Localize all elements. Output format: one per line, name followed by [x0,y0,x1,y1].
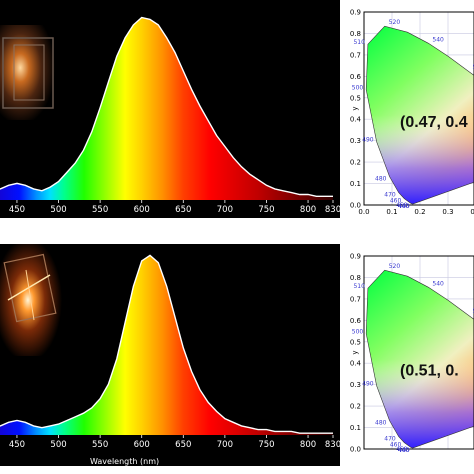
cie-diagram-bottom: 0.0 0.1 0.2 0.3 0.4 0.5 0.6 0.7 0.8 0.9 y 520 540 560… [350,244,474,474]
cie-y-tick-0.3: 0.3 [350,381,361,389]
x-tick-label-600: 600 [134,205,150,215]
x-axis-b: 450 500 550 600 650 700 750 800 830 [9,435,341,450]
cie-coordinate-label-0: (0.47, 0.4 [400,114,468,131]
spectrum-area-1 [0,255,333,435]
x-tick-label-500: 500 [50,440,66,450]
cie-x-tick-0.1: 0.1 [386,208,397,216]
cie-y-tick-0.9: 0.9 [350,9,361,17]
cie-y-tick-0.0: 0.0 [350,446,361,454]
x-tick-label-700: 700 [217,440,233,450]
device-photo-b-frame [3,253,57,323]
cie-wavelength-490: 490 [362,381,374,388]
spectrum-plot-a [0,16,333,200]
cie-y-tick-0.4: 0.4 [350,360,362,368]
x-tick-label-800: 800 [300,205,316,215]
cie-wavelength-440: 440 [398,203,410,210]
cie-wavelength-430: 430 [398,203,410,210]
cie-y-tick-0.7: 0.7 [350,295,361,303]
cie-wavelength-470: 470 [384,192,396,199]
cie-frame-1 [363,255,474,450]
cie-y-tick-0.4: 0.4 [350,116,362,124]
cie-x-tick-0.4: 0.4 [470,208,474,216]
cie-wavelength-450: 450 [396,446,408,453]
x-tick-label-750: 750 [258,205,274,215]
x-tick-label-700: 700 [217,205,233,215]
cie-wavelength-500: 500 [352,329,364,336]
cie-wavelength-480: 480 [375,175,387,182]
cie-y-tick-0.8: 0.8 [350,30,361,38]
cie-y-label: y [351,350,359,354]
cie-wavelength-560: 560 [472,64,474,71]
spectrum-area-0 [0,17,333,200]
cie-y-tick-0.1: 0.1 [350,424,361,432]
cie-x-tick-0.2: 0.2 [414,208,425,216]
x-tick-label-650: 650 [175,440,191,450]
cie-y-tick-0.8: 0.8 [350,274,361,282]
cie-x-tick-0.0: 0.0 [358,208,369,216]
cie-y-tick-0.3: 0.3 [350,137,361,145]
cie-wavelength-560: 560 [472,308,474,315]
device-photo-a [0,25,58,120]
x-axis-label-a: Wavelength (nm) [90,225,159,234]
x-tick-label-800: 800 [300,440,316,450]
cie-wavelength-540: 540 [432,280,444,287]
device-photo-a-frame [2,37,54,109]
cie-y-tick-0.5: 0.5 [350,94,361,102]
x-tick-label-550: 550 [92,205,108,215]
cie-y-tick-0.1: 0.1 [350,180,361,188]
cie-wavelength-490: 490 [362,137,374,144]
x-tick-label-830: 830 [325,205,341,215]
x-tick-label-450: 450 [9,205,25,215]
x-tick-label-450: 450 [9,440,25,450]
cie-frame-0 [363,11,474,206]
cie-wavelength-520: 520 [389,19,401,26]
cie-y-tick-0.2: 0.2 [350,403,361,411]
x-tick-label-750: 750 [258,440,274,450]
cie-y-tick-0.9: 0.9 [350,253,361,261]
cie-y-tick-0.6: 0.6 [350,73,362,81]
cie-wavelength-430: 430 [398,447,410,454]
cie-y-label: y [351,106,359,110]
x-tick-label-600: 600 [134,440,150,450]
cie-wavelength-480: 480 [375,419,387,426]
x-axis-label-b: Wavelength (nm) [90,457,159,466]
x-tick-label-550: 550 [92,440,108,450]
cie-y-tick-0.2: 0.2 [350,159,361,167]
panel-label-a: (a) [309,10,336,35]
cie-locus-overlay-1 [365,269,474,449]
cie-wavelength-510: 510 [353,283,365,290]
cie-wavelength-460: 460 [390,198,402,205]
cie-y-tick-0.5: 0.5 [350,338,361,346]
x-tick-label-830: 830 [325,440,341,450]
cie-wavelength-440: 440 [398,447,410,454]
cie-coordinate-label-1: (0.51, 0. [400,362,459,379]
cie-wavelength-450: 450 [396,202,408,209]
x-tick-label-650: 650 [175,205,191,215]
panel-label-b: (b) [309,250,337,275]
cie-wavelength-520: 520 [389,263,401,270]
cie-wavelength-540: 540 [432,36,444,43]
spectrum-line-1 [0,254,333,434]
cie-wavelength-470: 470 [384,436,396,443]
cie-diagram-top: 0.0 0.1 0.2 0.3 0.4 0.5 0.6 0.7 0.8 0.9 0.0 0.1 0.2 0… [350,0,474,230]
cie-locus-overlay-0 [365,25,474,205]
cie-y-tick-0.0: 0.0 [350,202,361,210]
spectrum-line-0 [0,16,333,197]
cie-wavelength-510: 510 [353,39,365,46]
x-tick-label-500: 500 [50,205,66,215]
cie-x-tick-0.3: 0.3 [442,208,453,216]
spectrum-plot-b [0,254,333,435]
cie-y-tick-0.7: 0.7 [350,51,361,59]
cie-wavelength-500: 500 [352,85,364,92]
x-axis-a: 450 500 550 600 650 700 750 800 830 [9,200,341,215]
cie-y-tick-0.6: 0.6 [350,317,362,325]
cie-wavelength-460: 460 [390,442,402,449]
